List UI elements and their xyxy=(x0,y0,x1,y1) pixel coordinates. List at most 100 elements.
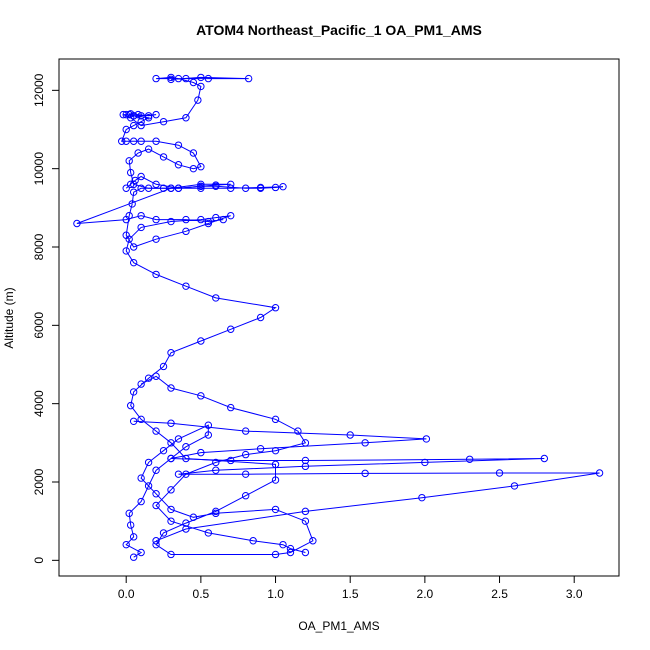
data-point xyxy=(167,73,175,82)
data-point xyxy=(174,470,183,478)
data-point xyxy=(197,448,205,457)
data-point xyxy=(137,137,145,145)
data-point xyxy=(301,456,310,465)
data-point xyxy=(244,74,253,83)
data-point xyxy=(137,172,145,181)
data-point xyxy=(137,474,145,482)
data-point xyxy=(301,462,310,471)
data-point xyxy=(241,427,250,435)
y-tick-label: 2000 xyxy=(32,468,46,495)
data-point xyxy=(119,110,127,119)
data-point xyxy=(73,219,81,228)
data-point xyxy=(137,117,145,126)
data-point xyxy=(197,82,205,91)
data-point xyxy=(167,217,175,226)
data-point xyxy=(197,182,205,190)
data-point xyxy=(465,455,474,463)
data-point xyxy=(279,540,287,549)
data-point xyxy=(241,492,250,500)
data-point xyxy=(129,121,138,130)
data-point xyxy=(144,112,153,120)
data-point xyxy=(309,537,317,545)
data-point xyxy=(182,525,190,533)
x-tick-label: 2.0 xyxy=(417,587,434,601)
data-point xyxy=(159,446,168,455)
data-point xyxy=(174,161,183,169)
data-point xyxy=(137,223,145,232)
data-point xyxy=(159,153,168,161)
data-point xyxy=(256,183,265,192)
data-point xyxy=(144,458,153,467)
data-point xyxy=(256,313,265,322)
data-point xyxy=(271,415,280,424)
y-tick-label: 6000 xyxy=(32,312,46,339)
data-point xyxy=(129,553,138,561)
data-point xyxy=(286,548,295,557)
data-point xyxy=(167,184,175,192)
data-point xyxy=(301,517,310,525)
data-point xyxy=(167,486,175,494)
x-axis-label: OA_PM1_AMS xyxy=(298,619,379,633)
data-point xyxy=(418,493,426,502)
data-point xyxy=(271,505,280,514)
data-point xyxy=(129,533,138,541)
data-point xyxy=(194,96,202,104)
data-point xyxy=(189,513,198,521)
data-point xyxy=(227,456,235,465)
data-point xyxy=(122,125,130,134)
data-point xyxy=(129,180,138,189)
data-point xyxy=(495,469,504,477)
data-point xyxy=(197,163,205,171)
data-point xyxy=(167,419,175,427)
data-point xyxy=(126,168,135,177)
series-line xyxy=(140,375,307,553)
y-axis-label: Altitude (m) xyxy=(2,287,16,348)
data-point xyxy=(595,469,604,477)
series-line xyxy=(76,183,314,558)
x-tick-label: 0.0 xyxy=(118,587,135,601)
data-point xyxy=(249,537,257,545)
data-point xyxy=(167,517,175,525)
data-point xyxy=(129,258,138,267)
data-point xyxy=(128,200,136,208)
data-point xyxy=(204,431,213,439)
data-point xyxy=(122,184,130,192)
data-point xyxy=(144,114,153,122)
data-point xyxy=(137,548,145,557)
data-point xyxy=(152,215,160,224)
data-point xyxy=(152,466,160,474)
data-point xyxy=(137,112,145,120)
data-point xyxy=(271,183,280,192)
data-point xyxy=(227,403,235,412)
data-point xyxy=(197,215,205,224)
data-point xyxy=(129,188,138,196)
data-point xyxy=(167,550,175,559)
data-point xyxy=(122,215,130,224)
data-point xyxy=(204,421,213,429)
data-point xyxy=(510,482,519,490)
data-point xyxy=(189,164,198,173)
data-point xyxy=(122,137,130,145)
data-point xyxy=(279,182,287,191)
data-point xyxy=(197,180,205,189)
data-point xyxy=(182,114,190,122)
data-point xyxy=(144,482,153,490)
data-point xyxy=(137,497,145,506)
data-point xyxy=(182,443,190,451)
data-point xyxy=(271,550,280,559)
data-point xyxy=(126,180,135,189)
x-tick-label: 1.0 xyxy=(267,587,284,601)
data-point xyxy=(122,247,130,255)
data-point xyxy=(241,184,250,192)
y-axis: 0 2000 4000 6000 8000 10000 12000 xyxy=(32,73,60,564)
data-point xyxy=(167,384,175,392)
y-tick-label: 4000 xyxy=(32,390,46,417)
data-point xyxy=(167,439,175,447)
data-point xyxy=(212,213,220,222)
data-point xyxy=(144,145,153,153)
x-axis: 0.0 0.5 1.0 1.5 2.0 2.5 3.0 xyxy=(118,575,583,601)
data-point xyxy=(271,476,280,484)
x-tick-label: 1.5 xyxy=(342,587,359,601)
data-point xyxy=(301,507,310,516)
